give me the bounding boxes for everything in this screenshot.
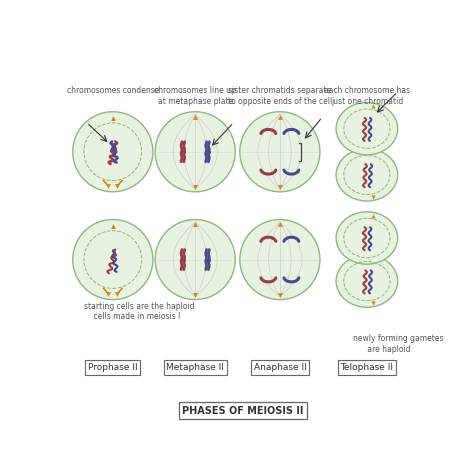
Ellipse shape: [336, 255, 398, 307]
Text: chromosomes line up
at metaphase plate: chromosomes line up at metaphase plate: [154, 86, 236, 106]
Ellipse shape: [240, 219, 320, 300]
Text: Metaphase II: Metaphase II: [166, 363, 224, 372]
Ellipse shape: [336, 103, 398, 155]
Text: Prophase II: Prophase II: [88, 363, 137, 372]
Ellipse shape: [155, 219, 235, 300]
Ellipse shape: [336, 149, 398, 201]
Ellipse shape: [336, 212, 398, 264]
Text: Anaphase II: Anaphase II: [254, 363, 306, 372]
Ellipse shape: [73, 219, 153, 300]
Ellipse shape: [155, 112, 235, 192]
Text: each chromosome has
just one chromatid: each chromosome has just one chromatid: [324, 86, 410, 106]
Text: starting cells are the haploid
    cells made in meiosis I: starting cells are the haploid cells mad…: [83, 302, 194, 321]
Text: chromosomes condense: chromosomes condense: [67, 86, 159, 95]
Ellipse shape: [73, 112, 153, 192]
Text: newly forming gametes
      are haploid: newly forming gametes are haploid: [353, 334, 444, 354]
Text: sister chromatids separate
to opposite ends of the cell: sister chromatids separate to opposite e…: [228, 86, 332, 106]
Ellipse shape: [240, 112, 320, 192]
Text: PHASES OF MEIOSIS II: PHASES OF MEIOSIS II: [182, 406, 304, 416]
Text: Telophase II: Telophase II: [340, 363, 393, 372]
